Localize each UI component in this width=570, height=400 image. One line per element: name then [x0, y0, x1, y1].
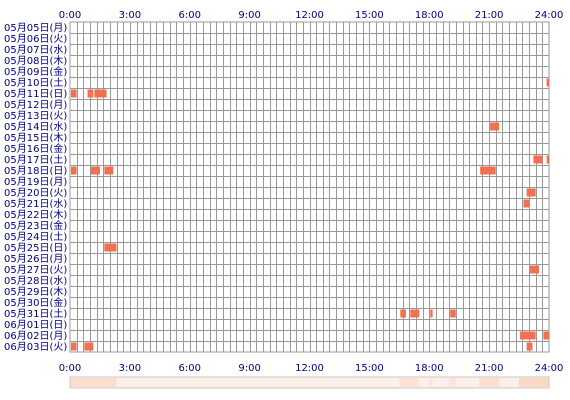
top-tick-label: 21:00 — [475, 10, 504, 21]
event-bar — [104, 166, 114, 175]
row-label: 05月14日(水) — [4, 121, 67, 133]
bottom-tick-label: 12:00 — [295, 363, 324, 374]
bottom-tick-label: 21:00 — [475, 363, 504, 374]
grid — [69, 21, 550, 353]
top-tick-label: 3:00 — [119, 10, 141, 21]
row-label: 05月24日(土) — [4, 230, 67, 243]
event-bar — [480, 166, 496, 175]
row-label: 05月31日(土) — [4, 307, 67, 320]
top-axis-ticks: 0:00 3:00 6:00 9:00 12:00 15:00 18:00 21:00 24:0… — [59, 10, 564, 21]
top-tick-label: 24:00 — [535, 10, 564, 21]
bottom-tick-label: 0:00 — [59, 363, 81, 374]
top-tick-label: 15:00 — [355, 10, 384, 21]
row-label: 05月20日(火) — [4, 187, 67, 199]
top-tick-label: 12:00 — [295, 10, 324, 21]
strip-segment — [519, 378, 549, 387]
row-label: 05月18日(日) — [4, 165, 67, 177]
row-label: 06月02日(月) — [4, 330, 67, 342]
row-label: 05月17日(土) — [4, 153, 67, 166]
event-bar — [530, 265, 540, 274]
row-labels: 05月05日(月)05月06日(火)05月07日(水)05月08日(木)05月0… — [4, 22, 67, 353]
row-label: 05月27日(火) — [4, 264, 67, 276]
event-bar — [94, 89, 107, 98]
event-bar — [410, 309, 420, 318]
event-bar — [543, 331, 549, 340]
row-label: 05月19日(月) — [4, 176, 67, 188]
bottom-tick-label: 18:00 — [415, 363, 444, 374]
row-label: 06月03日(火) — [4, 341, 67, 353]
row-label: 05月29日(木) — [4, 286, 67, 298]
event-bar — [71, 89, 77, 98]
event-bar — [84, 342, 94, 351]
row-label: 05月16日(金) — [4, 142, 67, 155]
strip-segment — [399, 378, 420, 387]
bottom-axis-ticks: 0:00 3:00 6:00 9:00 12:00 15:00 18:00 21:00 24:0… — [59, 363, 564, 374]
row-label: 05月12日(月) — [4, 99, 67, 111]
row-label: 05月08日(木) — [4, 55, 67, 67]
row-label: 05月13日(火) — [4, 110, 67, 122]
top-tick-label: 6:00 — [179, 10, 201, 21]
event-bar — [520, 331, 536, 340]
event-bar — [71, 342, 77, 351]
strip-frame — [69, 376, 550, 389]
row-label: 05月06日(火) — [4, 33, 67, 45]
row-label: 05月05日(月) — [4, 22, 67, 34]
top-tick-label: 18:00 — [415, 10, 444, 21]
row-label: 05月09日(金) — [4, 65, 67, 78]
event-bar — [87, 89, 94, 98]
row-label: 05月22日(木) — [4, 209, 67, 221]
top-tick-label: 0:00 — [59, 10, 81, 21]
event-bar — [450, 309, 456, 318]
bottom-tick-label: 15:00 — [355, 363, 384, 374]
event-bar — [400, 309, 406, 318]
row-label: 05月25日(日) — [4, 242, 67, 254]
row-label: 05月26日(月) — [4, 253, 67, 265]
strip-segment — [70, 378, 117, 387]
strip-segment — [429, 378, 433, 387]
row-label: 05月10日(土) — [4, 76, 67, 89]
event-bar — [526, 188, 536, 197]
row-label: 05月11日(日) — [4, 88, 67, 100]
bottom-tick-label: 3:00 — [119, 363, 141, 374]
event-bar — [546, 155, 549, 164]
event-bar — [490, 122, 500, 131]
top-tick-label: 9:00 — [238, 10, 260, 21]
bottom-tick-label: 6:00 — [179, 363, 201, 374]
event-bar — [90, 166, 100, 175]
event-bar — [71, 166, 77, 175]
bottom-tick-label: 9:00 — [238, 363, 260, 374]
summary-strip — [69, 376, 550, 389]
strip-segment — [449, 378, 456, 387]
row-label: 05月21日(水) — [4, 198, 67, 210]
event-bar — [104, 243, 117, 252]
event-bar — [546, 78, 549, 87]
event-bar — [526, 342, 533, 351]
event-bar — [533, 155, 543, 164]
row-label: 05月15日(木) — [4, 132, 67, 144]
event-bar — [523, 199, 530, 208]
row-label: 06月01日(日) — [4, 319, 67, 331]
event-bar — [430, 309, 433, 318]
row-label: 05月23日(金) — [4, 219, 67, 232]
row-label: 05月28日(水) — [4, 275, 67, 287]
row-label: 05月07日(水) — [4, 44, 67, 56]
bottom-tick-label: 24:00 — [535, 363, 564, 374]
strip-segment — [479, 378, 500, 387]
events-layer — [71, 78, 549, 351]
row-label: 05月30日(金) — [4, 296, 67, 309]
